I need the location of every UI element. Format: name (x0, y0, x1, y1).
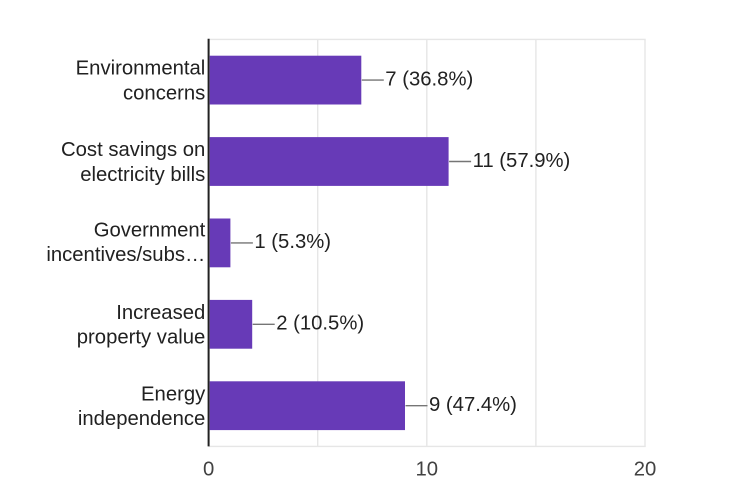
svg-text:20: 20 (634, 459, 657, 481)
svg-text:1 (5.3%): 1 (5.3%) (254, 231, 331, 253)
svg-text:Environmental: Environmental (76, 58, 206, 80)
svg-text:10: 10 (416, 459, 439, 481)
svg-text:11 (57.9%): 11 (57.9%) (473, 150, 571, 172)
svg-text:Energy: Energy (141, 383, 206, 405)
svg-text:electricity bills: electricity bills (80, 164, 205, 186)
svg-text:incentives/subs…: incentives/subs… (46, 244, 205, 266)
svg-text:Cost savings on: Cost savings on (61, 139, 205, 161)
svg-text:2 (10.5%): 2 (10.5%) (276, 313, 364, 335)
svg-text:concerns: concerns (123, 82, 205, 104)
svg-text:Government: Government (94, 220, 206, 242)
svg-text:9 (47.4%): 9 (47.4%) (429, 394, 517, 416)
svg-text:7 (36.8%): 7 (36.8%) (385, 68, 473, 90)
svg-text:property value: property value (77, 327, 206, 349)
svg-text:0: 0 (203, 459, 214, 481)
svg-text:Increased: Increased (116, 302, 205, 324)
svg-text:independence: independence (78, 408, 205, 430)
